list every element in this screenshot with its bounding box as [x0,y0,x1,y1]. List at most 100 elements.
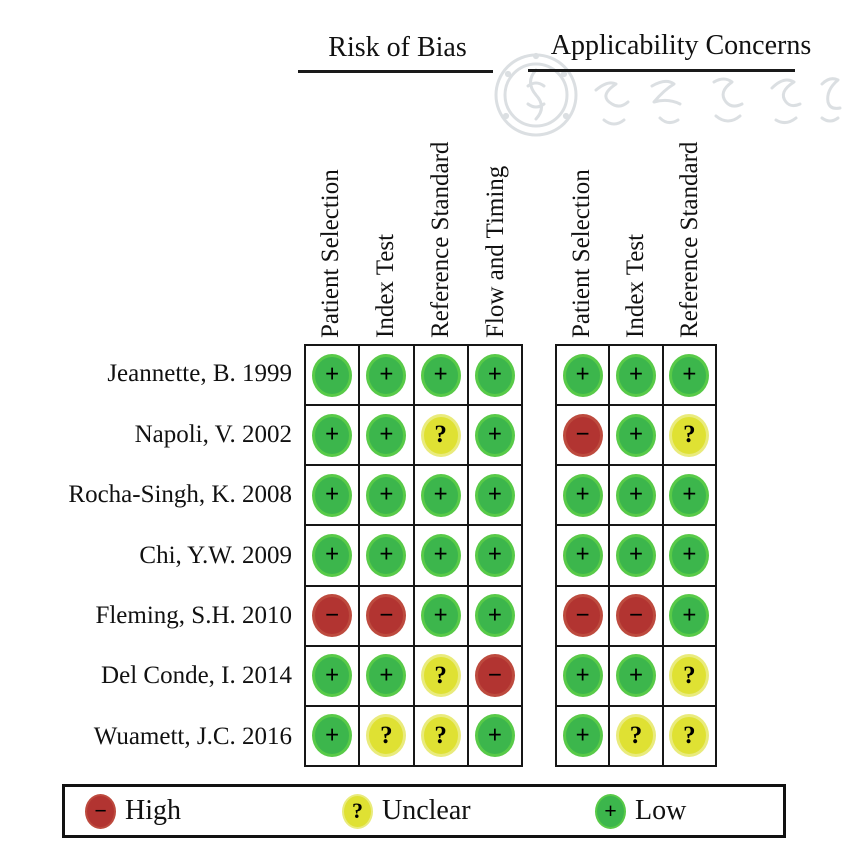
low-judgement-icon: + [312,654,353,698]
judgement-cell: + [608,404,664,467]
low-judgement-icon: + [312,533,353,577]
low-judgement-icon: + [562,714,603,758]
low-judgement-icon: + [669,353,710,397]
app-column-header-3: Reference Standard [676,141,703,338]
table-row: + +? [554,644,718,707]
high-judgement-icon: − [312,594,353,638]
rob-column-header-3: Reference Standard [427,141,454,338]
study-label: Rocha-Singh, K. 2008 [68,481,292,509]
low-judgement-icon: + [312,473,353,517]
judgement-cell: ? [661,404,718,467]
legend-label: Unclear [382,795,471,826]
unclear-judgement-icon: ? [669,654,710,698]
judgement-cell: + [661,464,718,527]
low-judgement-icon: + [474,413,515,457]
unclear-judgement-icon: ? [420,714,461,758]
study-label: Del Conde, I. 2014 [101,662,292,690]
low-judgement-icon: + [562,473,603,517]
judgement-cell: + [358,524,415,587]
judgement-cell: − [554,404,611,467]
study-label: Napoli, V. 2002 [134,420,292,448]
low-judgement-icon: + [420,353,461,397]
table-row: − +? [554,404,718,467]
judgement-cell: + [554,524,611,587]
legend-label: High [125,795,181,826]
judgement-cell: ? [661,644,718,707]
low-judgement-icon: + [615,473,656,517]
applicability-grid: + + + − +? + + + + + + − − + + +? +?? [554,343,718,768]
high-judgement-icon: − [562,594,603,638]
unclear-judgement-icon: ? [420,654,461,698]
judgement-cell: + [303,524,361,587]
low-judgement-icon: + [595,793,626,829]
legend-item-unclear: ? Unclear [342,787,471,835]
judgement-cell: + [661,584,718,647]
low-judgement-icon: + [420,473,461,517]
low-judgement-icon: + [474,353,515,397]
low-judgement-icon: + [366,413,407,457]
low-judgement-icon: + [312,413,353,457]
low-judgement-icon: + [420,594,461,638]
low-judgement-icon: + [366,533,407,577]
low-judgement-icon: + [474,533,515,577]
judgement-cell: + [554,704,611,768]
judgement-cell: + [466,704,524,768]
unclear-judgement-icon: ? [669,413,710,457]
judgement-cell: + [608,524,664,587]
judgement-cell: ? [608,704,664,768]
low-judgement-icon: + [615,654,656,698]
high-judgement-icon: − [85,793,116,829]
rob-column-header-2: Index Test [372,233,399,338]
table-row: + +? − [303,644,524,707]
rob-column-header-4: Flow and Timing [482,165,509,338]
table-row: + + + [554,524,718,587]
low-judgement-icon: + [615,413,656,457]
judgement-cell: + [358,404,415,467]
unclear-judgement-icon: ? [615,714,656,758]
table-row: + + + + [303,343,524,407]
judgement-cell: + [412,584,469,647]
low-judgement-icon: + [312,353,353,397]
judgement-cell: + [661,343,718,407]
low-judgement-icon: + [474,714,515,758]
judgement-cell: + [358,644,415,707]
high-judgement-icon: − [615,594,656,638]
table-row: + + + + [303,524,524,587]
low-judgement-icon: + [562,353,603,397]
judgement-cell: − [608,584,664,647]
judgement-cell: + [466,524,524,587]
low-judgement-icon: + [312,714,353,758]
legend-item-low: + Low [595,787,686,835]
judgement-cell: ? [358,704,415,768]
table-row: + + + [554,464,718,527]
legend-box: − High? Unclear + Low [62,784,786,838]
low-judgement-icon: + [366,473,407,517]
judgement-cell: + [466,464,524,527]
judgement-cell: + [608,644,664,707]
judgement-cell: − [303,584,361,647]
table-row: +?? + [303,704,524,768]
study-label: Jeannette, B. 1999 [107,360,292,388]
rob-column-header-1: Patient Selection [317,169,344,338]
table-row: + +? + [303,404,524,467]
judgement-cell: + [412,524,469,587]
unclear-judgement-icon: ? [669,714,710,758]
table-row: − − + + [303,584,524,647]
low-judgement-icon: + [669,533,710,577]
judgement-cell: + [303,644,361,707]
judgement-cell: + [412,464,469,527]
judgement-cell: + [554,464,611,527]
legend-item-high: − High [85,787,181,835]
judgement-cell: ? [412,704,469,768]
judgement-cell: − [358,584,415,647]
unclear-judgement-icon: ? [342,793,373,829]
judgement-cell: + [303,464,361,527]
applicability-concerns-underline [528,69,795,72]
low-judgement-icon: + [474,473,515,517]
judgement-cell: + [303,343,361,407]
judgement-cell: + [554,343,611,407]
low-judgement-icon: + [669,594,710,638]
high-judgement-icon: − [366,594,407,638]
low-judgement-icon: + [562,533,603,577]
